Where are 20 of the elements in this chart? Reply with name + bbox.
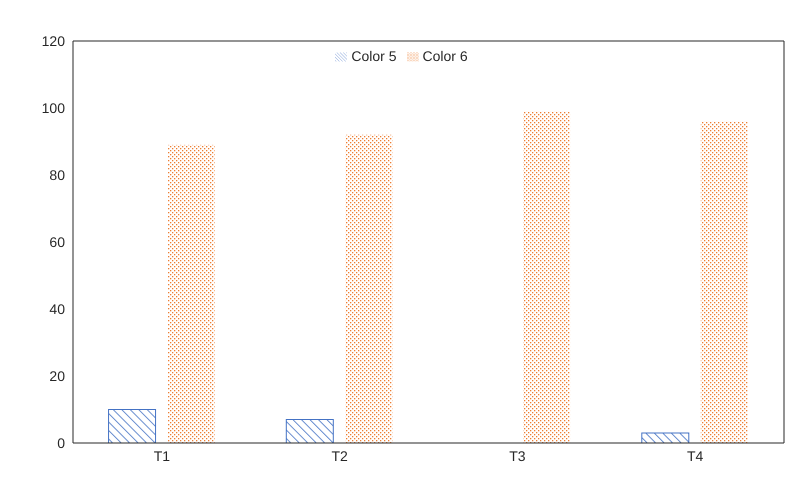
y-tick-label: 40 bbox=[49, 300, 66, 317]
y-tick-label: 80 bbox=[49, 166, 66, 183]
y-tick-label: 0 bbox=[57, 434, 66, 451]
bar bbox=[168, 144, 215, 443]
bar bbox=[108, 409, 156, 443]
bar bbox=[523, 111, 570, 443]
y-tick-label: 60 bbox=[49, 234, 66, 250]
x-tick-label: T3 bbox=[509, 448, 526, 464]
bar bbox=[641, 432, 690, 443]
x-tick-label: T4 bbox=[686, 448, 704, 464]
legend-label: Color 6 bbox=[422, 48, 468, 64]
bar bbox=[345, 134, 392, 443]
y-tick-label: 20 bbox=[49, 368, 66, 384]
y-tick-label: 100 bbox=[42, 100, 66, 116]
bar bbox=[700, 121, 748, 443]
bar bbox=[286, 419, 334, 443]
x-tick-label: T1 bbox=[154, 448, 170, 464]
legend-label: Color 5 bbox=[351, 48, 396, 64]
y-tick-label: 120 bbox=[42, 32, 66, 49]
x-tick-label: T2 bbox=[331, 448, 348, 464]
